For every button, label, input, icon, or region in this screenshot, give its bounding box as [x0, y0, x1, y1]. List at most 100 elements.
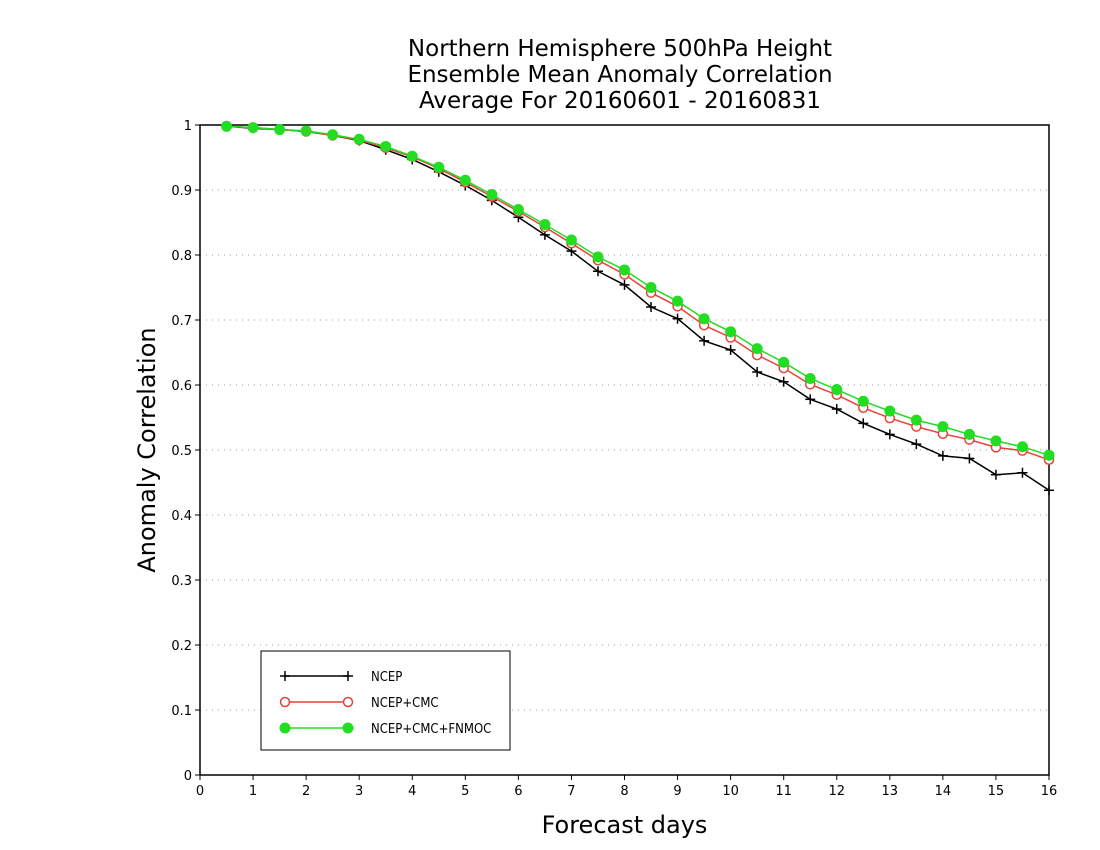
- data-point: [911, 439, 922, 450]
- legend: NCEP NCEP+CMC NCEP+CMC+FNMOC: [260, 650, 511, 751]
- x-tick-label: 2: [302, 784, 310, 799]
- x-tick-label: 7: [567, 784, 575, 799]
- y-tick-label: 0.1: [171, 704, 192, 719]
- data-point: [752, 367, 763, 377]
- y-tick-label: 1: [184, 119, 192, 134]
- data-point: [858, 418, 869, 429]
- data-point: [565, 234, 577, 246]
- data-point: [751, 343, 763, 355]
- data-point: [990, 469, 1001, 480]
- data-point: [672, 313, 683, 324]
- data-point: [698, 313, 710, 325]
- x-tick-label: 8: [620, 784, 628, 799]
- data-point: [910, 414, 922, 426]
- x-tick-label: 11: [775, 784, 792, 799]
- data-point: [963, 428, 975, 440]
- legend-marker: [342, 722, 354, 734]
- data-point: [937, 450, 948, 461]
- legend-label: NCEP+CMC: [371, 696, 439, 711]
- data-point: [1043, 449, 1055, 461]
- data-point: [884, 429, 895, 440]
- data-point: [1044, 485, 1054, 496]
- x-tick-label: 10: [722, 784, 739, 799]
- data-point: [1017, 467, 1028, 478]
- data-point: [778, 356, 790, 368]
- series-lines: [221, 120, 1055, 496]
- data-point: [937, 421, 949, 433]
- x-tick-label: 4: [408, 784, 416, 799]
- x-tick-label: 15: [988, 784, 1005, 799]
- data-point: [672, 295, 684, 307]
- chart-title-line-2: Ensemble Mean Anomaly Correlation: [407, 62, 833, 88]
- chart-title-line-3: Average For 20160601 - 20160831: [418, 88, 822, 114]
- y-tick-label: 0.7: [171, 314, 192, 329]
- data-point: [592, 251, 604, 263]
- data-point: [619, 264, 630, 276]
- data-point: [1016, 441, 1028, 453]
- data-point: [831, 404, 842, 415]
- series-line: [226, 125, 1050, 491]
- chart-title-line-1: Northern Hemisphere 500hPa Height: [407, 36, 833, 62]
- series-ncep-cmc: [221, 121, 1055, 465]
- data-point: [459, 174, 471, 186]
- data-point: [804, 373, 816, 384]
- axis-ticks: 00.10.20.30.40.50.60.70.80.910 1 2 3 4 5 6 7 8 9 1…: [171, 119, 1057, 799]
- data-point: [831, 384, 843, 396]
- x-tick-label: 16: [1041, 784, 1058, 799]
- y-tick-label: 0.5: [171, 444, 192, 459]
- series-line: [226, 125, 1050, 461]
- data-point: [300, 125, 312, 137]
- data-point: [539, 218, 551, 230]
- x-axis-title: Forecast days: [542, 811, 708, 839]
- data-point: [778, 376, 789, 387]
- y-tick-label: 0.3: [171, 574, 192, 589]
- data-point: [619, 279, 630, 290]
- chart-title: Northern Hemisphere 500hPa Height Ensemb…: [330, 36, 910, 114]
- series-line: [226, 125, 1050, 456]
- data-point: [327, 129, 339, 141]
- data-point: [406, 150, 418, 162]
- data-point: [805, 394, 816, 405]
- x-tick-label: 6: [514, 784, 522, 799]
- data-point: [221, 120, 233, 132]
- x-tick-label: 1: [249, 784, 257, 799]
- data-point: [380, 140, 392, 152]
- series-ncep: [221, 121, 1054, 496]
- legend-label: NCEP+CMC+FNMOC: [371, 722, 491, 737]
- series-ncep-cmc-fnmoc: [221, 120, 1055, 461]
- data-point: [486, 189, 498, 201]
- data-point: [247, 122, 259, 134]
- data-point: [353, 133, 365, 145]
- data-point: [964, 453, 975, 464]
- x-tick-label: 9: [673, 784, 681, 799]
- data-point: [592, 266, 603, 277]
- y-tick-label: 0.8: [171, 249, 192, 264]
- legend-marker: [279, 722, 291, 734]
- legend-label: NCEP: [371, 670, 402, 685]
- data-point: [433, 161, 445, 173]
- y-tick-label: 0.6: [171, 379, 192, 394]
- legend-box: [260, 650, 511, 751]
- data-point: [884, 405, 896, 417]
- x-tick-label: 13: [882, 784, 899, 799]
- x-tick-label: 5: [461, 784, 469, 799]
- legend-marker: [280, 671, 290, 681]
- data-point: [645, 282, 657, 293]
- legend-item: NCEP+CMC+FNMOC: [279, 722, 491, 737]
- data-point: [274, 124, 286, 136]
- data-point: [646, 302, 657, 312]
- y-tick-label: 0.4: [171, 509, 192, 524]
- data-point: [725, 326, 737, 338]
- x-tick-label: 3: [355, 784, 363, 799]
- x-tick-label: 0: [196, 784, 204, 799]
- legend-marker: [343, 671, 353, 681]
- data-point: [512, 204, 524, 215]
- legend-marker: [279, 696, 291, 708]
- data-point: [699, 335, 710, 346]
- legend-item: NCEP+CMC: [279, 696, 439, 711]
- data-point: [857, 395, 869, 407]
- y-tick-label: 0: [184, 769, 192, 784]
- legend-marker: [342, 696, 354, 708]
- y-tick-label: 0.2: [171, 639, 192, 654]
